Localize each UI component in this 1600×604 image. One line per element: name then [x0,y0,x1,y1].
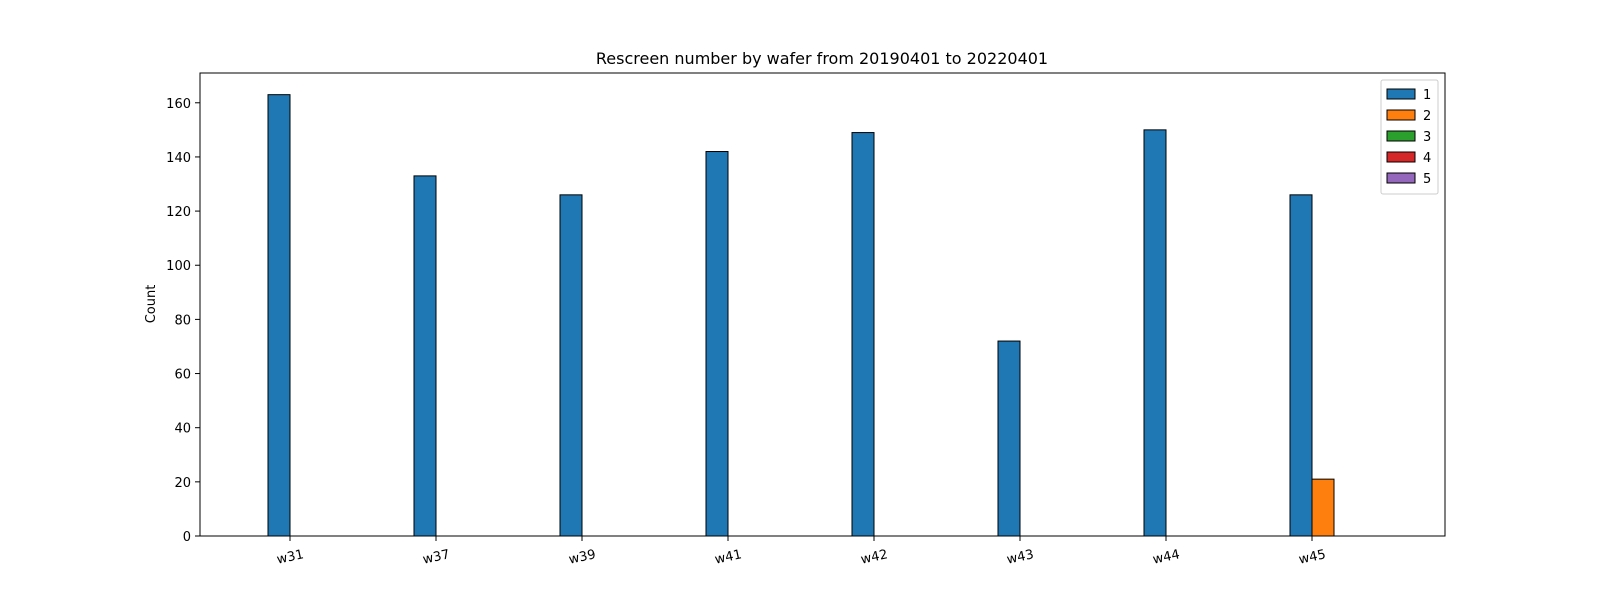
y-tick-label: 100 [166,259,191,274]
x-tick-label: w39 [567,547,597,567]
legend-label-4: 4 [1423,151,1431,166]
y-tick-label: 0 [183,530,191,545]
legend-label-2: 2 [1423,109,1431,124]
bar-w42-series-1 [851,132,875,537]
legend-swatch-3 [1386,130,1416,142]
x-tick-label: w44 [1151,547,1181,567]
legend-label-1: 1 [1423,88,1431,103]
y-tick-label: 60 [174,368,191,383]
bar-w39-series-1 [559,194,583,537]
bar-w45-series-2 [1311,478,1335,537]
y-tick-label: 160 [166,97,191,112]
y-tick-label: 40 [174,422,191,437]
bar-w45-series-1 [1289,194,1313,537]
bar-w44-series-1 [1143,129,1167,537]
chart-title: Rescreen number by wafer from 20190401 t… [596,49,1048,68]
legend: 1 2 3 4 5 [1380,79,1439,195]
x-tick-label: w31 [275,547,305,567]
bar-w37-series-1 [413,175,437,537]
bar-w41-series-1 [705,151,729,537]
x-tick-label: w45 [1297,547,1327,567]
plot-frame [199,72,1446,537]
x-tick-label: w42 [859,547,889,567]
legend-swatch-2 [1386,109,1416,121]
y-tick-label: 120 [166,205,191,220]
y-tick-label: 140 [166,151,191,166]
bar-w31-series-1 [267,94,291,537]
legend-swatch-4 [1386,151,1416,163]
legend-swatch-1 [1386,88,1416,100]
y-tick-label: 80 [174,313,191,328]
y-tick-label: 20 [174,476,191,491]
x-tick-label: w37 [421,547,451,567]
legend-label-5: 5 [1423,172,1431,187]
bar-w43-series-1 [997,340,1021,537]
legend-label-3: 3 [1423,130,1431,145]
x-tick-label: w43 [1005,547,1035,567]
x-tick-label: w41 [713,547,743,567]
y-axis-label: Count [144,285,159,324]
legend-swatch-5 [1386,172,1416,184]
